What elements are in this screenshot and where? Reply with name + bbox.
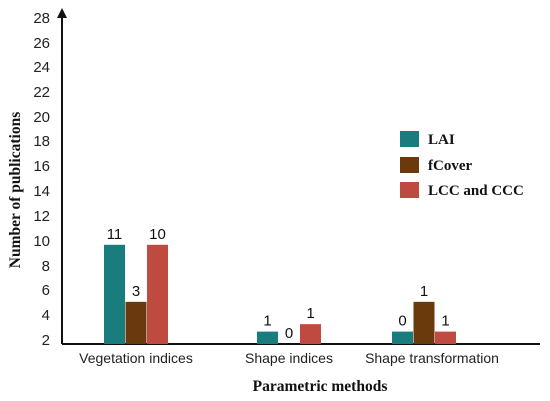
y-axis-title: Number of publications xyxy=(7,112,24,268)
legend-swatch xyxy=(400,157,419,173)
y-tick-label: 6 xyxy=(42,282,50,299)
legend-label: LCC and CCC xyxy=(428,183,524,199)
y-tick-label: 28 xyxy=(33,10,50,27)
legend-swatch xyxy=(400,131,419,147)
bars-group xyxy=(104,244,456,344)
legend-label: LAI xyxy=(428,132,455,148)
data-label: 1 xyxy=(306,305,314,322)
data-label: 3 xyxy=(132,283,140,300)
category-labels-group: Vegetation indices Shape indices Shape tra… xyxy=(79,350,499,366)
y-tick-label: 10 xyxy=(33,233,50,250)
y-tick-label: 26 xyxy=(33,35,50,52)
bar-lcc-and-ccc xyxy=(435,331,456,344)
data-label: 0 xyxy=(398,313,406,330)
chart-axes xyxy=(57,8,540,345)
x-category-label: Vegetation indices xyxy=(79,350,193,366)
x-category-label: Shape transformation xyxy=(365,350,499,366)
data-label: 1 xyxy=(263,313,271,330)
bar-lcc-and-ccc xyxy=(147,244,168,344)
bar-lai xyxy=(392,331,413,344)
y-axis-arrow xyxy=(57,8,67,18)
data-label: 0 xyxy=(285,325,293,342)
data-label: 1 xyxy=(441,313,449,330)
bar-fcover xyxy=(413,301,435,344)
legend-label: fCover xyxy=(428,158,472,174)
x-axis-title: Parametric methods xyxy=(253,378,388,395)
y-tick-label: 16 xyxy=(33,158,50,175)
y-tick-label: 18 xyxy=(33,133,50,150)
bar-lai xyxy=(104,244,125,344)
y-tick-label: 2 xyxy=(42,332,50,349)
bar-fcover xyxy=(125,301,147,344)
bar-lai xyxy=(257,331,278,344)
data-label: 11 xyxy=(107,226,123,243)
data-label: 10 xyxy=(149,226,166,243)
y-tick-label: 22 xyxy=(33,84,50,101)
legend: LAI fCover LCC and CCC xyxy=(400,131,524,199)
y-tick-label: 12 xyxy=(33,208,50,225)
bar-lcc-and-ccc xyxy=(300,324,321,344)
y-tick-label: 20 xyxy=(33,109,50,126)
data-label: 1 xyxy=(420,283,428,300)
y-tick-label: 8 xyxy=(42,258,50,275)
y-tick-label: 24 xyxy=(33,59,50,76)
legend-swatch xyxy=(400,182,419,198)
y-tick-label: 14 xyxy=(33,183,50,200)
y-tick-label: 4 xyxy=(42,307,50,324)
x-category-label: Shape indices xyxy=(245,350,333,366)
